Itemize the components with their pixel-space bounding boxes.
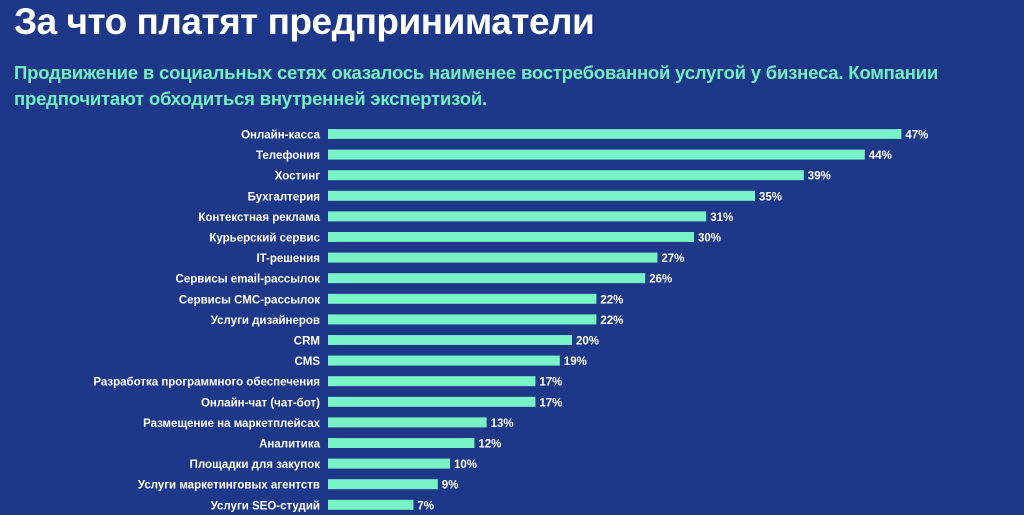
category-label: CMS bbox=[294, 356, 320, 368]
value-label: 44% bbox=[869, 150, 892, 162]
bar bbox=[328, 417, 487, 428]
value-label: 10% bbox=[454, 459, 477, 471]
value-label: 17% bbox=[539, 397, 562, 409]
bar bbox=[328, 396, 536, 407]
category-label: Телефония bbox=[256, 150, 320, 162]
category-label: Контекстная реклама bbox=[198, 212, 320, 224]
bar bbox=[328, 314, 597, 325]
bar bbox=[328, 211, 707, 222]
value-label: 22% bbox=[600, 315, 623, 327]
chart-subtitle: Продвижение в социальных сетях оказалось… bbox=[14, 62, 939, 109]
value-label: 22% bbox=[600, 294, 623, 306]
category-label: Услуги маркетинговых агентств bbox=[138, 480, 320, 492]
value-label: 20% bbox=[576, 336, 599, 348]
bar bbox=[328, 273, 646, 284]
value-label: 26% bbox=[649, 274, 672, 286]
value-label: 17% bbox=[539, 377, 562, 389]
category-label: Площадки для закупок bbox=[190, 459, 321, 471]
bar bbox=[328, 252, 658, 263]
bar bbox=[328, 149, 865, 160]
category-label: Сервисы СМС-рассылок bbox=[179, 294, 320, 306]
category-label: Бухгалтерия bbox=[248, 191, 320, 203]
bar bbox=[328, 293, 597, 304]
value-label: 39% bbox=[808, 171, 831, 183]
bar bbox=[328, 479, 438, 490]
value-label: 19% bbox=[564, 356, 587, 368]
value-label: 31% bbox=[710, 212, 733, 224]
bar bbox=[328, 376, 536, 387]
category-label: Онлайн-касса bbox=[241, 130, 321, 142]
value-label: 35% bbox=[759, 191, 782, 203]
value-label: 30% bbox=[698, 233, 721, 245]
bar bbox=[328, 499, 414, 510]
category-label: IT-решения bbox=[256, 253, 320, 265]
bar bbox=[328, 355, 560, 366]
category-label: CRM bbox=[294, 336, 320, 348]
value-label: 12% bbox=[478, 439, 501, 451]
category-label: Услуги SEO-студий bbox=[211, 500, 320, 512]
bar bbox=[328, 170, 804, 181]
category-label: Хостинг bbox=[275, 171, 320, 183]
category-label: Курьерский сервис bbox=[209, 233, 320, 245]
value-label: 47% bbox=[905, 130, 928, 142]
bar bbox=[328, 190, 755, 201]
value-label: 9% bbox=[442, 480, 459, 492]
bar bbox=[328, 438, 475, 448]
category-label: Аналитика bbox=[259, 439, 320, 451]
value-label: 13% bbox=[491, 418, 514, 430]
value-label: 27% bbox=[661, 253, 684, 265]
category-label: Разработка программного обеспечения bbox=[93, 377, 320, 389]
category-label: Услуги дизайнеров bbox=[211, 315, 320, 327]
bar bbox=[328, 232, 694, 242]
category-label: Размещение на маркетплейсах bbox=[143, 418, 321, 430]
chart-title: За что платят предприниматели bbox=[14, 1, 595, 42]
value-label: 7% bbox=[417, 500, 434, 512]
bar bbox=[328, 129, 902, 139]
bar bbox=[328, 335, 572, 345]
category-label: Онлайн-чат (чат-бот) bbox=[201, 397, 320, 409]
category-label: Сервисы email-рассылок bbox=[176, 274, 321, 286]
bar bbox=[328, 458, 450, 469]
